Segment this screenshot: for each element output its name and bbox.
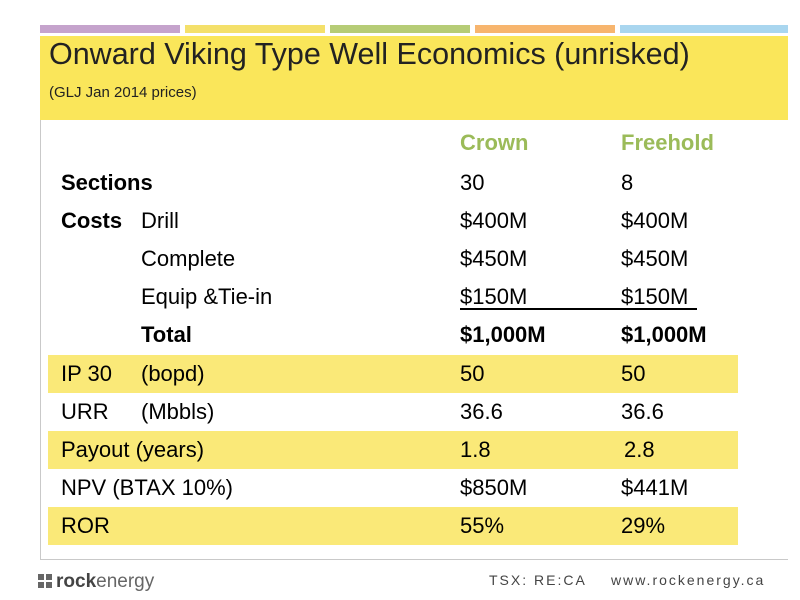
accent-bar-purple [40, 25, 180, 33]
row-label-complete: Complete [141, 246, 236, 271]
row-label-ip30: IP 30 [61, 361, 112, 386]
column-header-crown: Crown [460, 130, 529, 155]
cell-total-freehold: $1,000M [621, 322, 707, 347]
logo-text-rock: rock [56, 571, 97, 592]
cell-equip-freehold: $150M [621, 284, 689, 309]
title-band [40, 36, 788, 120]
row-label-drill: Drill [141, 208, 179, 233]
cell-total-crown: $1,000M [460, 322, 546, 347]
slide-frame [40, 120, 788, 560]
logo-mark-icon [38, 574, 52, 588]
accent-bar-yellow [185, 25, 325, 33]
cell-ror-crown: 55% [460, 513, 505, 538]
cell-sections-freehold: 8 [621, 170, 634, 195]
row-unit-ip30: (bopd) [141, 361, 205, 386]
website-url: www.rockenergy.ca [611, 572, 766, 588]
row-highlight-ip30 [48, 355, 738, 393]
row-label-ror: ROR [61, 513, 110, 538]
row-label-equip: Equip &Tie-in [141, 284, 273, 309]
ticker-symbol: TSX: RE:CA [489, 572, 587, 588]
column-header-freehold: Freehold [621, 130, 714, 155]
cell-urr-freehold: 36.6 [621, 399, 664, 424]
cell-complete-freehold: $450M [621, 246, 689, 271]
cell-ip30-crown: 50 [460, 361, 485, 386]
cell-npv-freehold: $441M [621, 475, 689, 500]
cell-npv-crown: $850M [460, 475, 528, 500]
cell-ip30-freehold: 50 [621, 361, 646, 386]
subtotal-underline [460, 308, 697, 310]
cell-payout-crown: 1.8 [460, 437, 491, 462]
logo-text-energy: energy [96, 571, 155, 592]
cell-payout-freehold: 2.8 [624, 437, 655, 462]
row-unit-urr: (Mbbls) [141, 399, 215, 424]
cell-sections-crown: 30 [460, 170, 485, 195]
cell-complete-crown: $450M [460, 246, 528, 271]
row-label-costs: Costs [61, 208, 123, 233]
row-label-urr: URR [61, 399, 109, 424]
slide-subtitle: (GLJ Jan 2014 prices) [49, 84, 197, 101]
cell-equip-crown: $150M [460, 284, 528, 309]
accent-bar-orange [475, 25, 615, 33]
company-logo: rockenergy [38, 571, 154, 593]
slide-title: Onward Viking Type Well Economics (unris… [49, 37, 690, 71]
row-highlight-payout [48, 431, 738, 469]
row-label-npv: NPV (BTAX 10%) [61, 475, 233, 500]
cell-drill-crown: $400M [460, 208, 528, 233]
row-label-total: Total [141, 322, 192, 347]
accent-bar-blue [620, 25, 788, 33]
cell-drill-freehold: $400M [621, 208, 689, 233]
row-highlight-ror [48, 507, 738, 545]
cell-ror-freehold: 29% [621, 513, 666, 538]
cell-urr-crown: 36.6 [460, 399, 503, 424]
accent-bar-green [330, 25, 470, 33]
row-label-payout: Payout (years) [61, 437, 205, 462]
row-label-sections: Sections [61, 170, 153, 195]
